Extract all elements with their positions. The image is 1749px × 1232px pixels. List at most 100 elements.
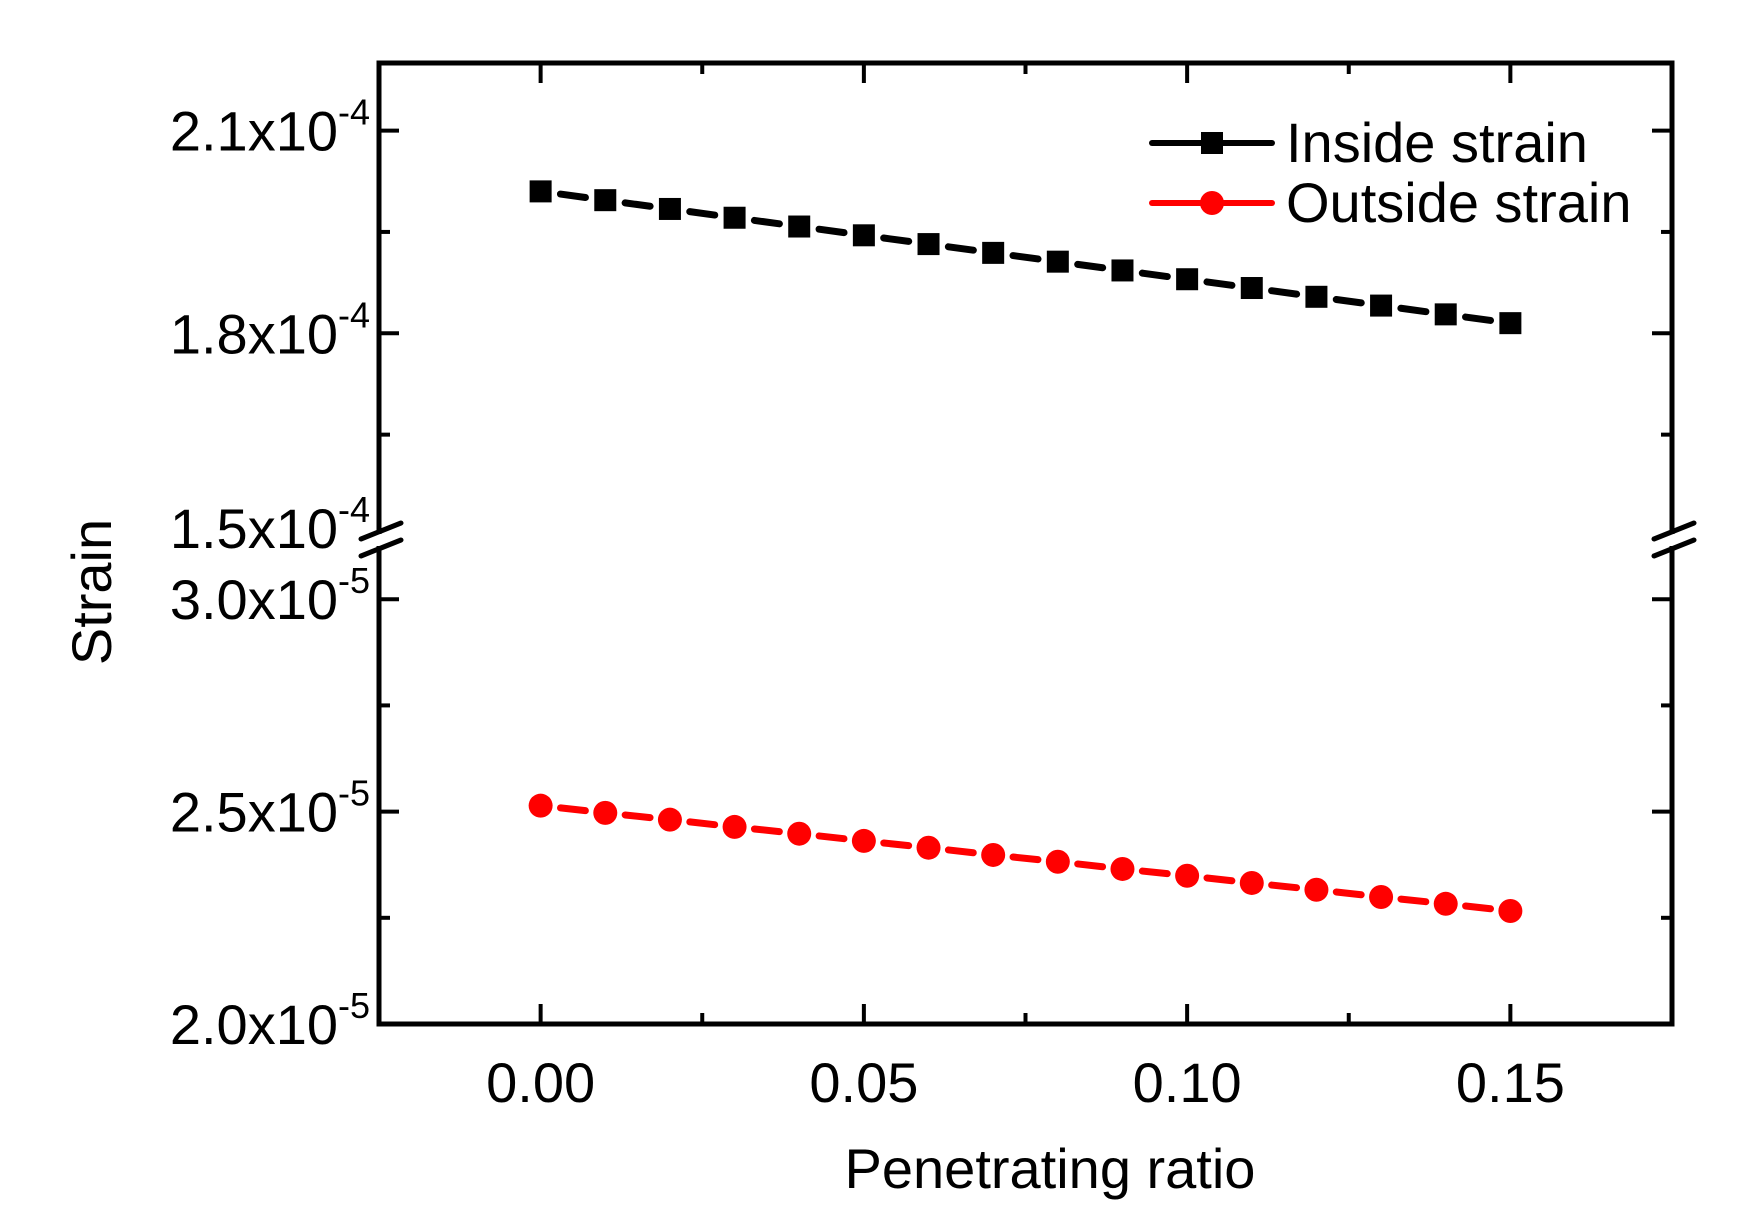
series-line-segment bbox=[1138, 269, 1171, 281]
y-tick-exponent: -4 bbox=[338, 92, 370, 133]
inside-strain-point bbox=[1305, 285, 1328, 308]
y-tick-label: 2.5x10-5 bbox=[170, 773, 370, 844]
x-tick-label: 0.15 bbox=[1456, 1051, 1565, 1114]
y-axis-title: Strain bbox=[60, 519, 123, 665]
outside-strain-point bbox=[593, 800, 618, 825]
x-tick-label: 0.05 bbox=[809, 1051, 918, 1114]
x-axis-title: Penetrating ratio bbox=[845, 1137, 1256, 1200]
inside-strain-point bbox=[1434, 303, 1457, 326]
series-line-segment bbox=[880, 839, 913, 850]
y-tick-exponent: -5 bbox=[338, 985, 370, 1026]
inside-strain-point bbox=[658, 197, 681, 220]
y-tick-exponent: -4 bbox=[338, 294, 370, 335]
y-tick-label: 3.0x10-5 bbox=[170, 560, 370, 631]
series-line-segment bbox=[944, 243, 977, 254]
outside-strain-point bbox=[528, 793, 553, 818]
legend-entry-outside: Outside strain bbox=[1149, 171, 1632, 234]
inside-strain-point bbox=[1046, 250, 1069, 273]
y-tick-label: 1.8x10-4 bbox=[170, 294, 370, 365]
series-line-segment bbox=[686, 208, 719, 219]
x-tick-label: 0.00 bbox=[486, 1051, 595, 1114]
data-series bbox=[528, 180, 1523, 924]
inside-strain-point bbox=[852, 224, 875, 247]
series-line-segment bbox=[1332, 295, 1365, 307]
series-line-segment bbox=[1397, 304, 1430, 316]
outside-strain-point bbox=[981, 842, 1006, 867]
series-line-segment bbox=[557, 804, 589, 815]
legend-label-inside: Inside strain bbox=[1286, 111, 1588, 174]
series-line-segment bbox=[815, 832, 848, 843]
inside-strain-point bbox=[917, 233, 940, 256]
inside-strain-point bbox=[594, 189, 617, 212]
y-tick-mantissa: 2.1x10 bbox=[170, 100, 338, 163]
series-line-segment bbox=[750, 825, 783, 836]
inside-strain-point bbox=[982, 241, 1005, 264]
series-line-segment bbox=[1397, 895, 1430, 906]
legend-circle-marker-icon bbox=[1200, 191, 1224, 215]
outside-strain-point bbox=[851, 828, 876, 853]
inside-strain-point bbox=[1499, 312, 1522, 335]
outside-strain-point bbox=[1304, 877, 1329, 902]
x-tick-label: 0.10 bbox=[1133, 1051, 1242, 1114]
left-axis-break-mark-icon bbox=[358, 520, 404, 542]
legend-square-marker-icon bbox=[1201, 132, 1223, 154]
series-line-segment bbox=[621, 811, 654, 822]
series-line-segment bbox=[1074, 260, 1107, 272]
outside-strain-point bbox=[1239, 870, 1264, 895]
axis-ticks bbox=[379, 63, 1672, 1026]
series-line-segment bbox=[621, 199, 654, 210]
series-line-segment bbox=[1009, 853, 1042, 864]
y-tick-label: 1.5x10-4 bbox=[170, 489, 370, 560]
left-axis-break-mark-icon bbox=[358, 537, 404, 559]
series-line-segment bbox=[1074, 860, 1107, 871]
legend: Inside strain Outside strain bbox=[1149, 111, 1632, 234]
inside-strain-point bbox=[1370, 294, 1393, 317]
y-tick-label: 2.0x10-5 bbox=[170, 985, 370, 1056]
y-tick-exponent: -5 bbox=[338, 773, 370, 814]
series-line-segment bbox=[815, 225, 848, 237]
outside-strain-point bbox=[657, 807, 682, 832]
inside-strain-point bbox=[529, 180, 552, 203]
series-line-segment bbox=[1268, 881, 1301, 892]
outside-strain-point bbox=[1045, 849, 1070, 874]
y-tick-mantissa: 2.5x10 bbox=[170, 781, 338, 844]
outside-strain-point bbox=[1369, 884, 1394, 909]
series-line-segment bbox=[1462, 902, 1494, 913]
y-tick-exponent: -4 bbox=[338, 489, 370, 530]
y-tick-mantissa: 3.0x10 bbox=[170, 568, 338, 631]
series-line-segment bbox=[686, 818, 719, 829]
y-tick-label: 2.1x10-4 bbox=[170, 92, 370, 163]
inside-strain-point bbox=[788, 215, 811, 238]
outside-strain-point bbox=[722, 814, 747, 839]
series-line-segment bbox=[556, 190, 589, 201]
series-line-segment bbox=[1332, 888, 1365, 899]
inside-strain-point bbox=[723, 206, 746, 229]
inside-strain-point bbox=[1240, 277, 1263, 300]
y-tick-mantissa: 2.0x10 bbox=[170, 993, 338, 1056]
right-axis-break-mark-icon bbox=[1651, 520, 1697, 542]
inside-strain-point bbox=[1111, 259, 1134, 282]
y-tick-mantissa: 1.5x10 bbox=[170, 497, 338, 560]
outside-strain-point bbox=[1433, 891, 1458, 916]
series-line-segment bbox=[1268, 287, 1301, 298]
inside-strain-point bbox=[1176, 268, 1199, 291]
outside-strain-point bbox=[787, 821, 812, 846]
series-line-segment bbox=[1203, 874, 1236, 885]
series-line-segment bbox=[944, 846, 977, 857]
right-axis-break-mark-icon bbox=[1651, 537, 1697, 559]
series-line-segment bbox=[750, 216, 783, 228]
tick-labels: 0.00 0.05 0.10 0.151.5x10-41.8x10-42.1x10-4… bbox=[170, 92, 1565, 1114]
series-line-segment bbox=[1462, 313, 1495, 324]
y-tick-mantissa: 1.8x10 bbox=[170, 302, 338, 365]
series-line-segment bbox=[1009, 252, 1042, 263]
series-line-segment bbox=[1138, 867, 1171, 878]
outside-strain-point bbox=[916, 835, 941, 860]
series-line-segment bbox=[880, 234, 913, 245]
series-line-segment bbox=[1203, 278, 1236, 289]
outside-strain-point bbox=[1175, 863, 1200, 888]
legend-entry-inside: Inside strain bbox=[1149, 111, 1588, 174]
legend-label-outside: Outside strain bbox=[1286, 171, 1632, 234]
outside-strain-point bbox=[1110, 856, 1135, 881]
outside-strain-point bbox=[1498, 899, 1523, 924]
